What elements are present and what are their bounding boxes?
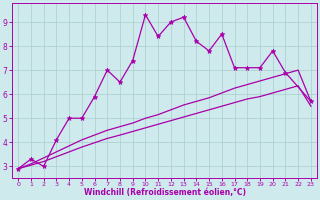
X-axis label: Windchill (Refroidissement éolien,°C): Windchill (Refroidissement éolien,°C) [84,188,245,197]
